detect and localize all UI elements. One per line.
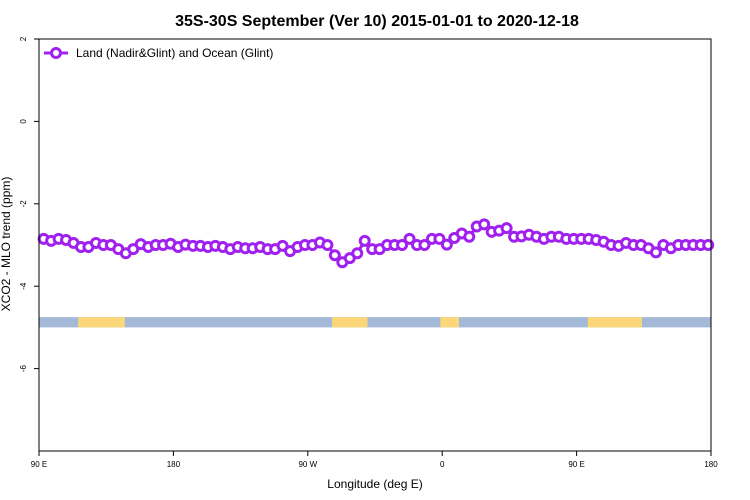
data-point [321,239,334,251]
x-tick-label: 90 W [298,460,317,469]
y-tick-label: -2 [19,200,28,208]
data-point [328,249,341,262]
land-segment [587,317,642,328]
x-tick-label: 90 E [568,460,584,469]
x-tick-label: 90 E [31,460,47,469]
y-tick-label: 2 [19,36,28,41]
data-point [351,247,364,260]
series-layer [37,218,715,269]
data-point [440,238,453,251]
data-point [418,239,431,251]
ocean-band [39,317,711,328]
data-point [396,239,409,251]
data-point [478,218,491,231]
data-point [649,246,662,259]
land-segment [78,317,125,328]
y-tick-label: -6 [19,364,28,372]
landmask-band [39,317,711,328]
x-axis-label: Longitude (deg E) [327,477,422,491]
legend-marker [50,47,62,59]
legend: Land (Nadir&Glint) and Ocean (Glint) [44,46,273,60]
x-tick-label: 180 [704,460,718,469]
y-tick-label: 0 [19,119,28,124]
y-axis: 2 0 -2 -4 -6 [19,36,39,372]
x-tick-label: 0 [440,460,445,469]
y-axis-label: XCO2 - MLO trend (ppm) [0,177,13,312]
data-point [433,232,446,245]
data-point [358,234,371,247]
land-segment [332,317,368,328]
plot-frame [38,38,712,452]
x-tick-label: 180 [167,460,181,469]
x-axis: 90 E 180 90 W 0 90 E 180 [31,451,718,469]
data-point [500,222,513,235]
data-point [702,239,715,251]
y-tick-label: -4 [19,282,28,290]
data-point [276,239,289,252]
data-point [463,230,476,243]
legend-label: Land (Nadir&Glint) and Ocean (Glint) [76,46,273,60]
chart-title: 35S-30S September (Ver 10) 2015-01-01 to… [175,13,579,30]
data-point [403,232,416,245]
land-segment [440,317,459,328]
